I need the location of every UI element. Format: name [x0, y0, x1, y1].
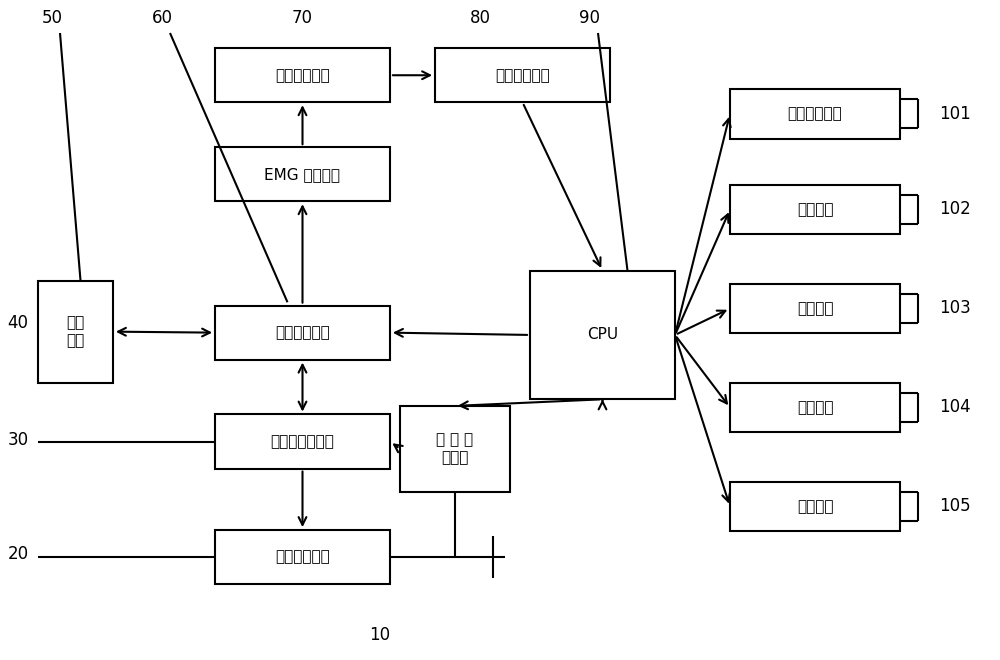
Text: 40: 40	[8, 314, 28, 333]
Text: 101: 101	[939, 104, 971, 123]
Bar	[730, 89, 900, 139]
Bar	[730, 383, 900, 432]
Text: 按键模块: 按键模块	[797, 499, 833, 514]
Bar	[215, 48, 390, 102]
Text: 存储模块: 存储模块	[797, 202, 833, 217]
Text: 电刺激输出模块: 电刺激输出模块	[271, 434, 334, 449]
Text: 30: 30	[7, 431, 29, 449]
Text: 90: 90	[580, 9, 600, 28]
Text: 语音播放模块: 语音播放模块	[788, 106, 842, 121]
Text: 模块切换电路: 模块切换电路	[275, 325, 330, 340]
Bar	[730, 185, 900, 234]
Text: 70: 70	[292, 9, 312, 28]
Text: 电极
接口: 电极 接口	[66, 315, 85, 348]
Bar	[215, 306, 390, 360]
Bar	[530, 271, 675, 399]
Text: 信号放大电路: 信号放大电路	[495, 68, 550, 82]
Text: 高 压 升
压电路: 高 压 升 压电路	[436, 432, 474, 465]
Text: 103: 103	[939, 299, 971, 317]
Text: EMG 输入模块: EMG 输入模块	[264, 167, 340, 182]
Bar	[730, 482, 900, 531]
Bar	[215, 414, 390, 469]
Text: CPU: CPU	[587, 327, 618, 343]
Text: 频带选择电路: 频带选择电路	[275, 68, 330, 82]
Text: 50: 50	[42, 9, 62, 28]
Text: 104: 104	[939, 398, 971, 416]
Text: 60: 60	[152, 9, 173, 28]
Text: 10: 10	[369, 626, 391, 644]
Text: 20: 20	[7, 545, 29, 564]
Text: 105: 105	[939, 497, 971, 515]
Text: 通信模块: 通信模块	[797, 400, 833, 415]
Bar	[435, 48, 610, 102]
Bar	[215, 147, 390, 201]
Bar	[38, 280, 113, 383]
Bar	[730, 284, 900, 333]
Text: 负载检测电路: 负载检测电路	[275, 550, 330, 564]
Text: 显示模块: 显示模块	[797, 301, 833, 316]
Bar	[400, 406, 510, 492]
Bar	[215, 530, 390, 584]
Text: 80: 80	[470, 9, 490, 28]
Text: 102: 102	[939, 200, 971, 218]
